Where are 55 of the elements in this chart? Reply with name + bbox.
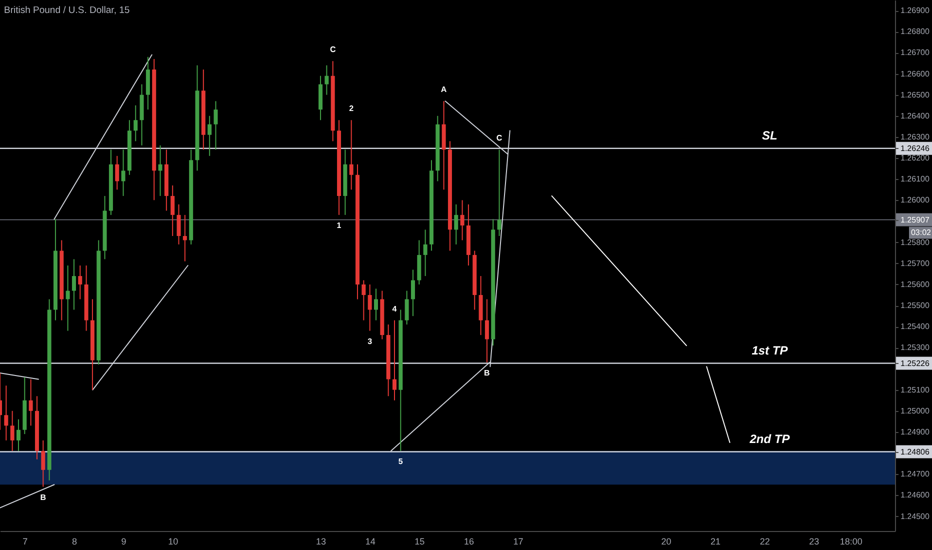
x-tick-label: 13 [316, 536, 326, 546]
ref-line-label: SL [762, 128, 778, 142]
annotation: 2 [349, 104, 354, 114]
annotation: 3 [368, 336, 373, 346]
text: British Pound / U.S. Dollar, 15 [4, 5, 130, 16]
y-tick-label: 1.26300 [900, 132, 930, 142]
y-tick-label: 1.26900 [900, 6, 930, 16]
annotation: B [40, 492, 46, 502]
x-tick-label: 10 [168, 536, 178, 546]
y-tick-label: 1.25226 [900, 358, 930, 368]
y-tick-label: 1.25100 [900, 385, 930, 394]
y-tick-label: 1.25700 [900, 258, 930, 268]
annotation: C [496, 134, 502, 143]
y-tick-label: 1.26400 [900, 111, 930, 120]
annotation: A [440, 85, 447, 94]
y-tick-label: 1.25000 [900, 406, 930, 416]
y-tick-label: 1.25600 [900, 280, 930, 289]
annotation: B [484, 368, 490, 378]
y-tick-label: 1.24700 [900, 470, 930, 479]
y-tick-label: 1.26100 [900, 174, 930, 184]
y-tick-label: 1.24600 [900, 490, 930, 500]
y-tick-label: 1.24900 [900, 427, 930, 436]
x-tick-label: 23 [809, 536, 820, 546]
y-tick-label: 1.24500 [900, 512, 930, 521]
annotation: 1 [336, 220, 342, 230]
x-tick-label: 17 [513, 536, 524, 546]
y-tick-label: 1.25800 [900, 238, 930, 247]
annotation: 5 [398, 456, 404, 466]
x-tick-label: 21 [710, 536, 721, 546]
ref-line-label: 2nd TP [748, 432, 791, 446]
y-tick-label: 1.26000 [900, 196, 930, 205]
x-tick-label: 20 [661, 536, 672, 546]
annotation: 4 [392, 304, 398, 314]
ref-line-label: 1st TP [752, 343, 789, 358]
text: 03:02 [910, 228, 932, 237]
y-tick-label: 1.24806 [900, 447, 930, 456]
y-tick-label: 1.25907 [900, 215, 930, 224]
y-tick-label: 1.26600 [900, 69, 930, 78]
x-tick-label: 16 [464, 536, 474, 546]
y-tick-label: 1.25400 [900, 322, 930, 332]
x-tick-label: 14 [365, 536, 376, 546]
x-tick-label: 9 [121, 536, 126, 546]
x-tick-label: 18:00 [840, 536, 862, 546]
y-tick-label: 1.26246 [900, 144, 930, 153]
x-tick-label: 7 [22, 536, 28, 546]
x-tick-label: 8 [72, 536, 77, 546]
y-tick-label: 1.26200 [900, 154, 930, 163]
y-tick-label: 1.25500 [900, 301, 930, 310]
x-tick-label: 22 [760, 536, 770, 546]
x-tick-label: 15 [414, 536, 425, 546]
annotation: C [330, 45, 336, 54]
y-tick-label: 1.26700 [900, 48, 930, 58]
y-tick-label: 1.25300 [900, 343, 930, 352]
y-tick-label: 1.26800 [900, 27, 930, 36]
y-tick-label: 1.26500 [900, 90, 930, 100]
